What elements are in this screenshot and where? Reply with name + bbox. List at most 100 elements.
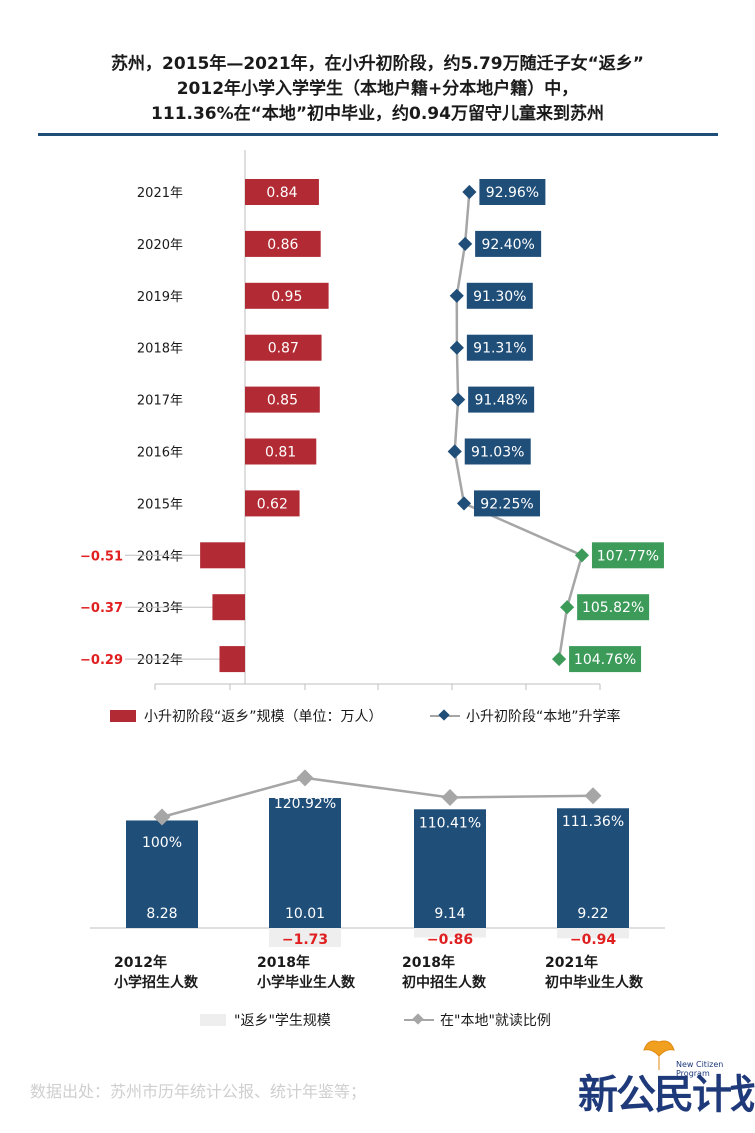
return-bar — [245, 334, 322, 361]
return-scale-bar — [557, 928, 629, 939]
bar-value-label: 0.86 — [267, 237, 298, 253]
rate-value-label: 91.31% — [473, 341, 526, 357]
ratio-marker — [296, 769, 314, 787]
legend-ratio-key — [404, 1013, 434, 1026]
top-legend-line: 小升初阶段“本地”升学率 — [430, 706, 621, 726]
rate-label-box — [468, 386, 535, 413]
category-name-label: 小学毕业生人数 — [257, 974, 356, 991]
rate-value-label: 107.77% — [597, 548, 659, 564]
student-count-bar — [557, 808, 629, 928]
rate-marker — [451, 392, 466, 407]
student-count-label: 8.28 — [146, 906, 177, 922]
category-label: 2016年 — [137, 446, 183, 461]
category-year-label: 2018年 — [402, 954, 455, 971]
category-label: 2015年 — [137, 497, 183, 512]
student-count-label: 10.01 — [285, 906, 325, 922]
rate-label-box — [577, 594, 650, 621]
student-count-label: 9.14 — [434, 906, 465, 922]
rate-value-label: 92.25% — [480, 496, 533, 512]
bar-value-label: 0.84 — [266, 185, 297, 201]
ratio-value-label: 110.41% — [419, 816, 481, 832]
rate-line — [453, 191, 584, 660]
rate-value-label: 104.76% — [574, 652, 636, 668]
category-name-label: 初中招生人数 — [402, 974, 487, 991]
rate-label-box — [475, 230, 542, 257]
legend-return-swatch — [200, 1014, 226, 1026]
rate-marker — [449, 288, 464, 303]
rate-marker — [552, 652, 567, 667]
top-legend-bar: 小升初阶段“返乡”规模（单位：万人） — [110, 706, 383, 726]
rate-label-box — [591, 542, 664, 569]
chart-title: 苏州，2015年—2021年，在小升初阶段，约5.79万随迁子女“返乡” 201… — [0, 52, 755, 127]
rate-value-label: 91.03% — [471, 445, 524, 461]
legend-bar-label: 小升初阶段“返乡”规模（单位：万人） — [144, 709, 383, 725]
category-label: 2020年 — [137, 238, 183, 253]
return-bar — [245, 179, 319, 205]
student-count-bar — [269, 798, 341, 928]
ratio-value-label: 120.92% — [274, 796, 336, 812]
student-count-bar — [126, 820, 198, 928]
category-label: 2013年 — [137, 601, 183, 616]
return-bar — [245, 230, 321, 257]
bar-value-label: −0.29 — [80, 653, 123, 668]
ratio-value-label: 100% — [142, 835, 182, 851]
logo-english: New Citizen Program — [676, 1060, 724, 1078]
legend-bar-swatch — [110, 710, 136, 722]
return-bar — [245, 282, 329, 309]
rate-label-box — [466, 282, 533, 309]
ratio-marker — [153, 808, 171, 826]
bottom-legend-line: 在"本地"就读比例 — [404, 1010, 551, 1030]
return-bar — [245, 386, 320, 413]
student-count-label: 9.22 — [577, 906, 608, 922]
bar-value-label: 0.87 — [268, 341, 299, 357]
return-scale-label: −1.73 — [282, 932, 328, 948]
bar-value-label: 0.95 — [271, 289, 302, 305]
rate-marker — [462, 184, 477, 200]
rate-value-label: 105.82% — [582, 600, 644, 616]
rate-label-box — [466, 334, 533, 361]
rate-marker — [456, 496, 472, 511]
rate-value-label: 91.48% — [474, 393, 527, 409]
return-bar — [219, 646, 245, 673]
return-scale-label: −0.86 — [427, 932, 473, 948]
rate-marker — [574, 548, 590, 563]
bar-value-label: −0.51 — [80, 549, 123, 564]
return-scale-bar — [414, 928, 486, 938]
legend-line-key — [430, 709, 460, 722]
student-count-bar — [414, 809, 486, 928]
bottom-legend-bar: "返乡"学生规模 — [200, 1010, 331, 1030]
logo-chinese: 新公民计划 — [578, 1071, 755, 1118]
category-label: 2019年 — [137, 290, 183, 305]
legend-return-label: "返乡"学生规模 — [234, 1013, 331, 1029]
category-label: 2012年 — [137, 653, 183, 668]
return-bar — [245, 438, 317, 465]
rate-value-label: 92.96% — [486, 185, 539, 201]
return-scale-bar — [269, 928, 341, 948]
rate-value-label: 91.30% — [473, 289, 526, 305]
data-source-note: 数据出处：苏州市历年统计公报、统计年鉴等； — [30, 1082, 367, 1101]
bar-value-label: 0.62 — [257, 496, 288, 512]
title-divider — [38, 133, 718, 136]
title-line-2: 2012年小学入学学生（本地户籍+分本地户籍）中， — [176, 79, 579, 99]
category-name-label: 小学招生人数 — [114, 974, 199, 991]
category-year-label: 2021年 — [545, 954, 598, 971]
rate-label-box — [464, 438, 531, 465]
bar-value-label: 0.81 — [265, 445, 296, 461]
category-label: 2018年 — [137, 342, 183, 357]
ratio-marker — [441, 789, 459, 807]
rate-marker — [560, 600, 575, 615]
legend-line-label: 小升初阶段“本地”升学率 — [466, 709, 621, 725]
category-label: 2014年 — [137, 549, 183, 564]
return-bar — [212, 594, 245, 621]
rate-label-box — [479, 179, 546, 205]
bar-value-label: 0.85 — [267, 393, 298, 409]
rate-marker — [458, 236, 473, 251]
new-citizen-logo: New Citizen Program 新公民计划 — [578, 1036, 755, 1122]
return-bar — [245, 490, 300, 517]
category-year-label: 2018年 — [257, 954, 310, 971]
rate-marker — [449, 340, 464, 355]
category-year-label: 2012年 — [114, 954, 167, 971]
ratio-value-label: 111.36% — [562, 814, 624, 830]
category-label: 2021年 — [137, 186, 183, 201]
